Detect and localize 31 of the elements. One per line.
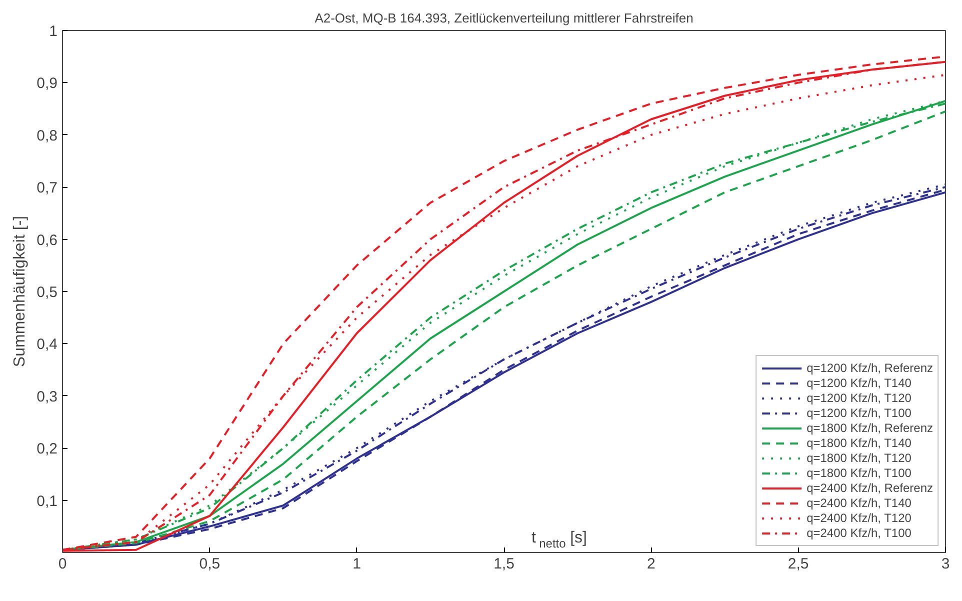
x-tick-label: 0 <box>58 556 67 572</box>
legend-label: q=1200 Kfz/h, Referenz <box>806 361 933 375</box>
chart-title: A2-Ost, MQ-B 164.393, Zeitlückenverteilung mittlerer Fahrstreifen <box>314 10 694 26</box>
y-tick-label: 0,8 <box>36 127 58 144</box>
x-tick-label: 2 <box>646 556 656 572</box>
legend-label: q=2400 Kfz/h, T140 <box>806 496 912 510</box>
y-tick-label: 0,1 <box>36 492 58 510</box>
legend-label: q=1800 Kfz/h, T100 <box>806 466 912 480</box>
y-axis-title: Summenhäufigkeit [-] <box>12 216 29 368</box>
y-tick-label: 0,6 <box>36 232 58 249</box>
x-tick-label: 2,5 <box>788 556 809 572</box>
y-tick-label: 0,5 <box>36 284 58 301</box>
x-tick-label: 1,5 <box>494 556 514 572</box>
legend-label: q=1200 Kfz/h, T100 <box>806 406 912 420</box>
y-tick-label: 0,9 <box>36 75 58 92</box>
legend-label: q=2400 Kfz/h, T100 <box>806 526 912 540</box>
x-tick-label: 3 <box>941 556 950 572</box>
legend-label: q=1800 Kfz/h, T120 <box>806 451 912 465</box>
y-tick-label: 1 <box>49 23 58 40</box>
y-tick-label: 0,2 <box>36 440 58 458</box>
x-tick-label: 1 <box>352 556 362 572</box>
legend-label: q=2400 Kfz/h, Referenz <box>806 481 933 495</box>
legend-label: q=2400 Kfz/h, T120 <box>806 511 912 525</box>
legend-label: q=1800 Kfz/h, Referenz <box>806 421 933 435</box>
y-tick-label: 0,7 <box>36 180 58 197</box>
y-tick-label: 0,4 <box>36 336 58 354</box>
y-tick-label: 0,3 <box>36 388 58 406</box>
legend-label: q=1200 Kfz/h, T120 <box>806 391 912 405</box>
legend-label: q=1800 Kfz/h, T140 <box>806 436 912 450</box>
legend-label: q=1200 Kfz/h, T140 <box>806 376 912 390</box>
x-tick-label: 0,5 <box>199 556 220 572</box>
